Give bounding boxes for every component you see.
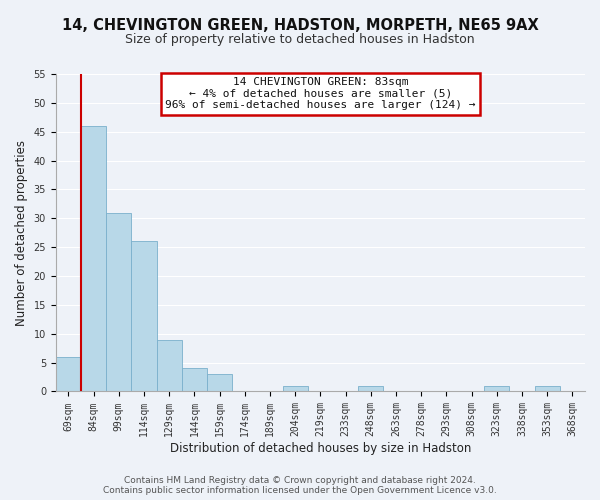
Bar xyxy=(182,368,207,392)
X-axis label: Distribution of detached houses by size in Hadston: Distribution of detached houses by size … xyxy=(170,442,471,455)
Bar xyxy=(56,357,81,392)
Bar xyxy=(358,386,383,392)
Bar xyxy=(484,386,509,392)
Bar xyxy=(131,242,157,392)
Bar xyxy=(535,386,560,392)
Text: Contains HM Land Registry data © Crown copyright and database right 2024.: Contains HM Land Registry data © Crown c… xyxy=(124,476,476,485)
Bar xyxy=(283,386,308,392)
Bar xyxy=(81,126,106,392)
Bar xyxy=(106,212,131,392)
Text: 14, CHEVINGTON GREEN, HADSTON, MORPETH, NE65 9AX: 14, CHEVINGTON GREEN, HADSTON, MORPETH, … xyxy=(62,18,538,32)
Text: Size of property relative to detached houses in Hadston: Size of property relative to detached ho… xyxy=(125,32,475,46)
Text: Contains public sector information licensed under the Open Government Licence v3: Contains public sector information licen… xyxy=(103,486,497,495)
Y-axis label: Number of detached properties: Number of detached properties xyxy=(15,140,28,326)
Bar xyxy=(207,374,232,392)
Bar xyxy=(157,340,182,392)
Text: 14 CHEVINGTON GREEN: 83sqm
← 4% of detached houses are smaller (5)
96% of semi-d: 14 CHEVINGTON GREEN: 83sqm ← 4% of detac… xyxy=(165,77,476,110)
